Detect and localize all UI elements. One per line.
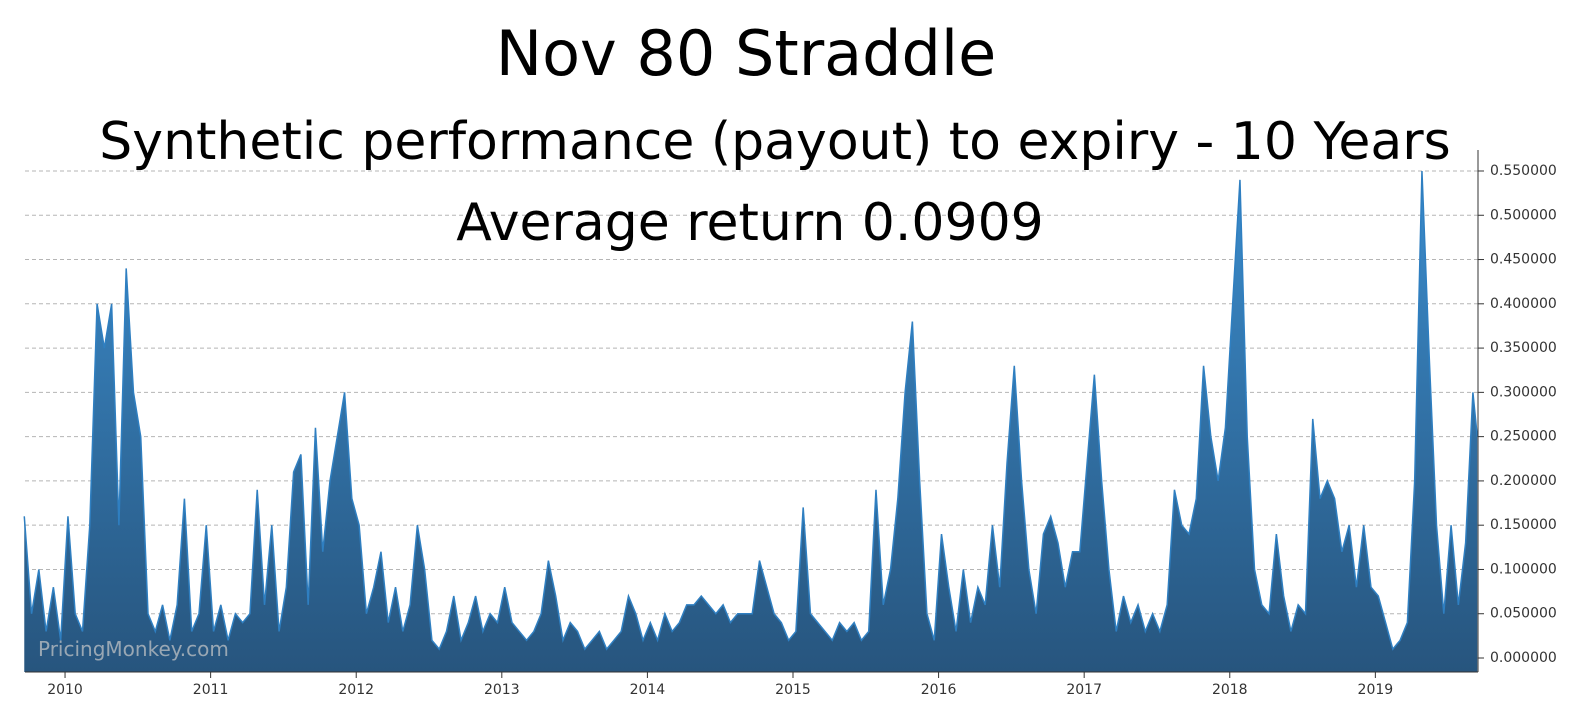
x-tick-label: 2019 bbox=[1358, 682, 1394, 698]
y-tick-label: 0.450000 bbox=[1490, 252, 1557, 268]
y-tick-label: 0.200000 bbox=[1490, 473, 1557, 489]
x-tick-label: 2015 bbox=[775, 682, 811, 698]
x-tick-label: 2011 bbox=[193, 682, 229, 698]
chart-title: Nov 80 Straddle bbox=[496, 17, 997, 90]
x-tick-label: 2018 bbox=[1212, 682, 1248, 698]
area-line bbox=[23, 170, 1479, 651]
chart-subtitle: Synthetic performance (payout) to expiry… bbox=[99, 112, 1450, 172]
y-tick-label: 0.100000 bbox=[1490, 561, 1557, 577]
y-tick-label: 0.550000 bbox=[1490, 163, 1557, 179]
x-tick-label: 2017 bbox=[1066, 682, 1102, 698]
y-tick-label: 0.350000 bbox=[1490, 340, 1557, 356]
axes: 0.000000 0.050000 0.100000 0.150000 0.200000… bbox=[25, 150, 1557, 698]
y-tick-label: 0.150000 bbox=[1490, 517, 1557, 533]
watermark: PricingMonkey.com bbox=[38, 637, 229, 661]
y-tick-label: 0.400000 bbox=[1490, 296, 1557, 312]
x-tick-label: 2016 bbox=[921, 682, 957, 698]
x-tick-label: 2010 bbox=[47, 682, 83, 698]
y-tick-label: 0.500000 bbox=[1490, 207, 1557, 223]
area bbox=[24, 170, 1478, 673]
y-tick-label: 0.250000 bbox=[1490, 429, 1557, 445]
x-tick-label: 2013 bbox=[484, 682, 520, 698]
annotation: Average return 0.0909 bbox=[456, 193, 1044, 253]
plot-area bbox=[23, 170, 1479, 673]
y-tick-label: 0.050000 bbox=[1490, 606, 1557, 622]
x-tick-label: 2012 bbox=[338, 682, 374, 698]
y-tick-label: 0.300000 bbox=[1490, 384, 1557, 400]
x-tick-label: 2014 bbox=[630, 682, 666, 698]
y-tick-label: 0.000000 bbox=[1490, 650, 1557, 666]
